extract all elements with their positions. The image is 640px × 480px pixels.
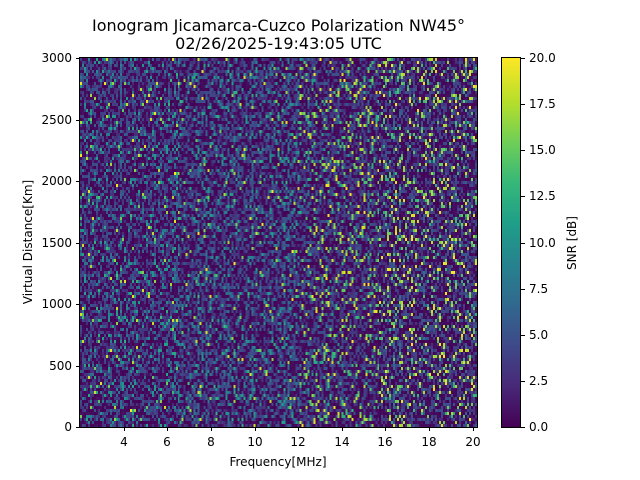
y-tick-label: 2000 <box>41 174 72 188</box>
colorbar-tick-label: 2.5 <box>529 374 549 388</box>
y-tick <box>76 58 80 59</box>
x-tick <box>255 427 256 431</box>
heatmap-plot-area <box>80 58 477 427</box>
colorbar-tick-label: 7.5 <box>529 282 549 296</box>
x-tick-label: 16 <box>377 435 393 449</box>
colorbar-tick-label: 0.0 <box>529 420 549 434</box>
colorbar-tick <box>521 243 525 244</box>
x-tick <box>473 427 474 431</box>
y-tick-label: 2500 <box>41 113 72 127</box>
colorbar-tick <box>521 381 525 382</box>
y-tick <box>76 366 80 367</box>
colorbar-label: SNR [dB] <box>565 216 579 270</box>
colorbar-tick-label: 15.0 <box>529 143 556 157</box>
x-tick-label: 4 <box>120 435 128 449</box>
y-tick-label: 1000 <box>41 297 72 311</box>
colorbar-tick-label: 20.0 <box>529 51 556 65</box>
x-tick-label: 18 <box>421 435 437 449</box>
colorbar-tick <box>521 150 525 151</box>
colorbar-tick <box>521 196 525 197</box>
x-tick-label: 10 <box>247 435 263 449</box>
y-tick-label: 3000 <box>41 51 72 65</box>
y-tick <box>76 304 80 305</box>
y-tick-label: 1500 <box>41 236 72 250</box>
x-axis-label: Frequency[MHz] <box>229 455 327 469</box>
chart-title: Ionogram Jicamarca-Cuzco Polarization NW… <box>91 16 465 35</box>
colorbar <box>502 58 520 427</box>
y-tick <box>76 427 80 428</box>
x-tick <box>124 427 125 431</box>
colorbar-tick-label: 5.0 <box>529 328 549 342</box>
x-tick <box>342 427 343 431</box>
x-tick <box>298 427 299 431</box>
y-tick-label: 500 <box>49 359 72 373</box>
colorbar-tick <box>521 335 525 336</box>
y-tick <box>76 120 80 121</box>
y-tick <box>76 243 80 244</box>
heatmap-canvas <box>80 58 477 427</box>
y-tick-label: 0 <box>64 420 72 434</box>
colorbar-tick <box>521 104 525 105</box>
x-tick-label: 12 <box>290 435 306 449</box>
x-tick <box>167 427 168 431</box>
x-tick <box>429 427 430 431</box>
x-tick <box>385 427 386 431</box>
colorbar-tick <box>521 289 525 290</box>
x-tick-label: 20 <box>465 435 481 449</box>
colorbar-tick <box>521 427 525 428</box>
colorbar-tick-label: 17.5 <box>529 97 556 111</box>
colorbar-tick-label: 10.0 <box>529 236 556 250</box>
x-tick-label: 14 <box>334 435 350 449</box>
x-tick-label: 6 <box>163 435 171 449</box>
colorbar-tick <box>521 58 525 59</box>
colorbar-tick-label: 12.5 <box>529 189 556 203</box>
chart-subtitle: 02/26/2025-19:43:05 UTC <box>175 34 382 53</box>
y-tick <box>76 181 80 182</box>
x-tick-label: 8 <box>207 435 215 449</box>
x-tick <box>211 427 212 431</box>
